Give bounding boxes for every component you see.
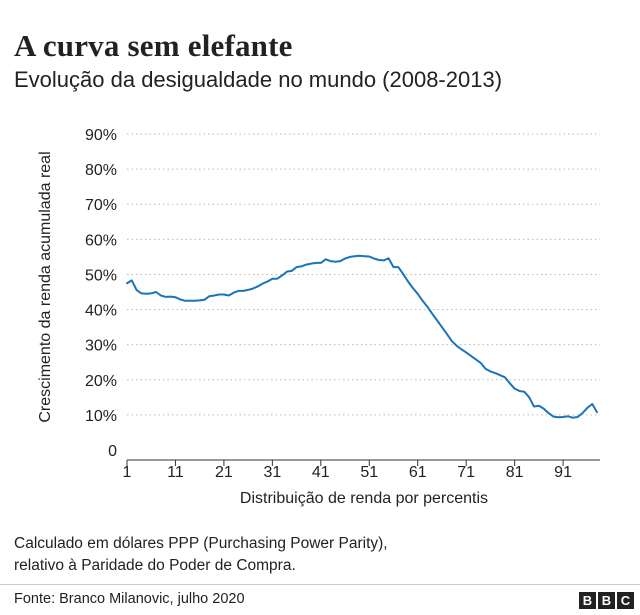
x-tick-label: 71: [457, 464, 475, 481]
y-tick-label: 70%: [85, 197, 117, 214]
y-tick-label: 80%: [85, 162, 117, 179]
x-tick-label: 81: [506, 464, 524, 481]
bbc-logo-letter: B: [579, 592, 596, 609]
gridlines: [127, 133, 600, 416]
line-chart: 010%20%30%40%50%60%70%80%90% 1 11 21 31 41 51…: [37, 127, 600, 507]
x-tick-label: 21: [215, 464, 233, 481]
y-tick-labels: 0 10% 20% 30% 40% 50% 60% 70% 80% 90%: [85, 127, 117, 460]
y-tick-label: 50%: [85, 267, 117, 284]
x-tick-label: 91: [554, 464, 572, 481]
footnote-line-2: relativo à Paridade do Poder de Compra.: [14, 557, 296, 574]
x-tick-label: 11: [167, 464, 184, 481]
y-tick-label: 30%: [85, 338, 117, 355]
chart-title: A curva sem elefante: [14, 28, 293, 63]
y-tick-label: 20%: [85, 373, 117, 390]
y-tick-label: 90%: [85, 127, 117, 144]
bbc-logo: B B C: [579, 592, 634, 609]
y-tick-label: 10%: [85, 408, 117, 425]
x-tick-label: 41: [312, 464, 330, 481]
bbc-logo-letter: C: [617, 592, 634, 609]
x-tick-label: 1: [123, 464, 132, 481]
x-axis-label: Distribuição de renda por percentis: [240, 490, 488, 507]
y-axis-label: Crescimento da renda acumulada real: [37, 151, 54, 422]
y-tick-label: 40%: [85, 303, 117, 320]
x-tick-label: 51: [360, 464, 378, 481]
x-axis: 1 11 21 31 41 51 61 71 81 91: [123, 459, 600, 481]
y-tick-label: 0: [108, 443, 117, 460]
footnote-line-1: Calculado em dólares PPP (Purchasing Pow…: [14, 535, 388, 552]
series-layer: [126, 254, 598, 419]
x-tick-label: 61: [409, 464, 427, 481]
footer-divider: [0, 584, 640, 585]
series-line: [126, 254, 598, 419]
y-tick-label: 60%: [85, 232, 117, 249]
bbc-logo-letter: B: [598, 592, 615, 609]
chart-subtitle: Evolução da desigualdade no mundo (2008-…: [14, 67, 503, 92]
x-tick-label: 31: [263, 464, 281, 481]
footnote: Calculado em dólares PPP (Purchasing Pow…: [14, 533, 388, 577]
source-text: Fonte: Branco Milanovic, julho 2020: [14, 591, 245, 607]
